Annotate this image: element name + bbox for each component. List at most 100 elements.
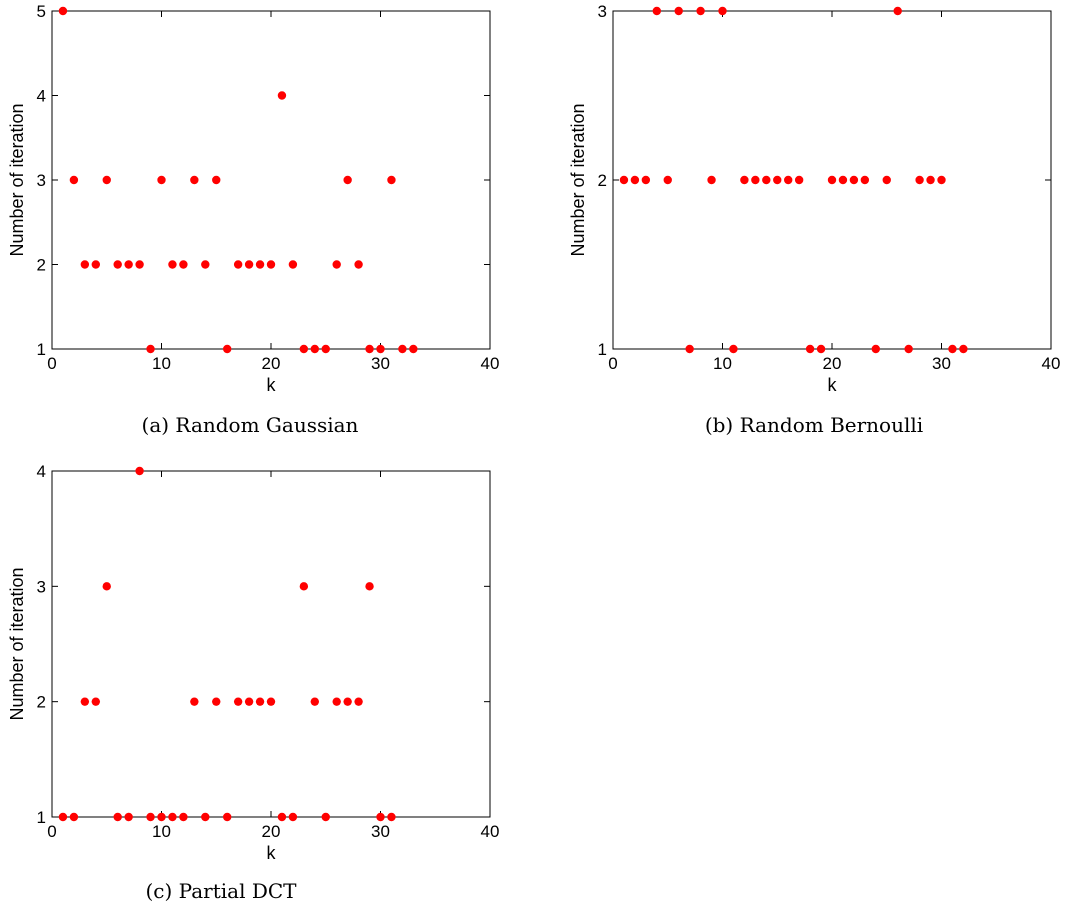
data-point [135,466,144,476]
x-tick-label: 40 [481,822,500,841]
data-point [58,812,68,822]
data-point [387,812,396,822]
data-point [696,6,705,16]
data-point [310,344,319,354]
data-point [80,260,90,269]
data-point [376,344,385,354]
data-point [223,344,232,354]
data-point [794,175,804,185]
data-point [212,697,221,706]
data-point [376,812,385,822]
y-tick-label: 1 [598,340,607,359]
data-point [277,91,287,100]
y-tick-label: 3 [37,577,46,596]
data-point [58,6,68,16]
x-axis-label: k [267,375,277,395]
data-point [332,260,341,269]
y-axis-label: Number of iteration [7,567,27,720]
panel-random-bernoulli: 0 10 20 30 40 1 2 3 k Number of iteration (b) R… [568,2,1060,437]
data-point [816,344,826,354]
data-point [69,175,79,185]
data-point [641,175,651,185]
data-point [146,344,155,354]
data-point [343,175,352,185]
data-point [805,344,815,354]
y-tick-label: 4 [37,462,46,481]
data-point [409,344,418,354]
x-tick-label: 10 [713,354,732,373]
data-point [860,175,870,185]
data-point [266,697,276,706]
data-point [707,175,716,185]
panel-random-gaussian: 0 10 20 30 40 1 2 3 4 5 k Number of iteration (a)… [7,2,499,437]
data-point [773,175,782,185]
y-axis-label: Number of iteration [7,103,27,256]
data-points [58,466,396,822]
data-point [168,260,177,269]
data-point [784,175,793,185]
data-point [365,582,374,591]
data-point [179,812,188,822]
data-point [332,697,341,706]
x-tick-label: 0 [608,354,617,373]
data-point [201,260,210,269]
panel-partial-dct: 0 10 20 30 40 1 2 3 4 k Number of iteration (c) … [7,462,499,903]
data-point [146,812,155,822]
panel-caption: (a) Random Gaussian [142,413,359,437]
data-point [277,812,287,822]
x-tick-label: 40 [1042,354,1061,373]
y-tick-label: 2 [37,256,46,275]
data-point [343,697,352,706]
x-tick-label: 40 [481,354,500,373]
y-tick-label: 5 [37,2,46,21]
data-point [838,175,848,185]
data-point [102,175,111,185]
axis-ticks: 0 10 20 30 40 1 2 3 4 [37,462,500,841]
data-point [212,175,221,185]
y-axis-label: Number of iteration [568,103,588,256]
y-tick-label: 3 [598,2,607,21]
data-point [365,344,374,354]
data-point [201,812,210,822]
panel-caption: (c) Partial DCT [146,879,298,903]
data-point [80,697,90,706]
y-tick-label: 2 [37,693,46,712]
x-tick-label: 20 [262,354,281,373]
data-point [630,175,640,185]
data-point [827,175,837,185]
data-point [223,812,232,822]
x-tick-label: 10 [152,354,171,373]
data-point [255,260,265,269]
data-points [619,6,968,354]
panel-caption: (b) Random Bernoulli [705,413,923,437]
x-tick-label: 30 [371,822,390,841]
x-tick-label: 0 [47,822,56,841]
x-tick-label: 30 [371,354,390,373]
data-point [652,6,661,16]
data-point [244,260,254,269]
plot-frame [51,10,491,350]
data-point [91,260,101,269]
axis-ticks: 0 10 20 30 40 1 2 3 [598,2,1061,373]
data-point [157,812,166,822]
data-point [619,175,629,185]
data-point [233,260,243,269]
data-point [751,175,760,185]
data-point [354,260,363,269]
data-point [729,344,738,354]
data-point [310,697,319,706]
y-tick-label: 1 [37,808,46,827]
data-point [113,812,122,822]
data-point [718,6,727,16]
y-tick-label: 3 [37,171,46,190]
data-point [244,697,254,706]
data-point [255,697,265,706]
data-point [124,260,133,269]
data-point [685,344,694,354]
data-point [740,175,749,185]
axis-ticks: 0 10 20 30 40 1 2 3 4 5 [37,2,500,373]
data-point [299,344,309,354]
data-point [124,812,133,822]
data-point [190,175,199,185]
